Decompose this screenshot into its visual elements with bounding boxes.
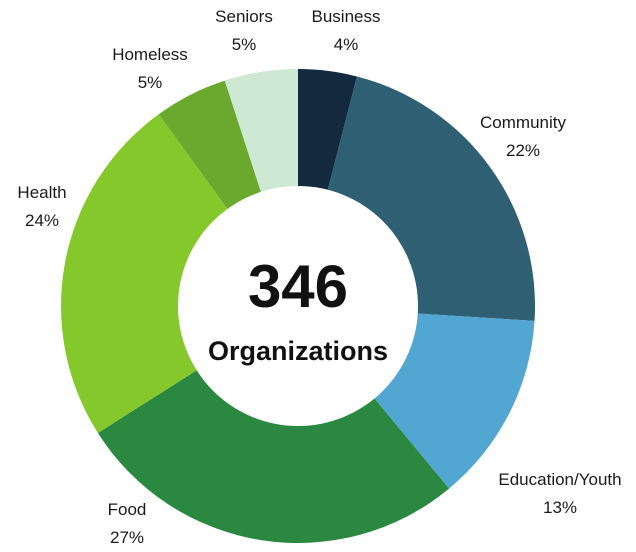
slice-label-percent: 22% (506, 141, 540, 160)
slice-label-name: Food (108, 500, 147, 519)
slice-education-youth (373, 313, 535, 489)
center-value: 346 (248, 253, 348, 320)
donut-slices (61, 69, 536, 543)
slice-label-name: Education/Youth (498, 470, 621, 489)
slice-health (61, 114, 229, 433)
slice-label-percent: 13% (543, 498, 577, 517)
center-caption: Organizations (208, 336, 388, 366)
slice-label-percent: 5% (138, 73, 163, 92)
slice-label-name: Homeless (112, 45, 188, 64)
slice-food (97, 369, 450, 543)
slice-seniors (224, 69, 298, 193)
slice-label-percent: 24% (25, 211, 59, 230)
slice-label-percent: 27% (110, 528, 144, 547)
slice-label-name: Community (480, 113, 566, 132)
slice-community (327, 76, 536, 321)
donut-hole (178, 186, 418, 426)
slice-label-name: Seniors (215, 7, 273, 26)
slice-labels: Business 4% Community 22% Education/Youth 13%… (17, 7, 621, 547)
slice-label-percent: 5% (232, 35, 257, 54)
slice-homeless (158, 80, 262, 210)
slice-business (298, 69, 357, 191)
slice-label-percent: 4% (334, 35, 359, 54)
slice-label-name: Health (17, 183, 66, 202)
slice-label-name: Business (312, 7, 381, 26)
